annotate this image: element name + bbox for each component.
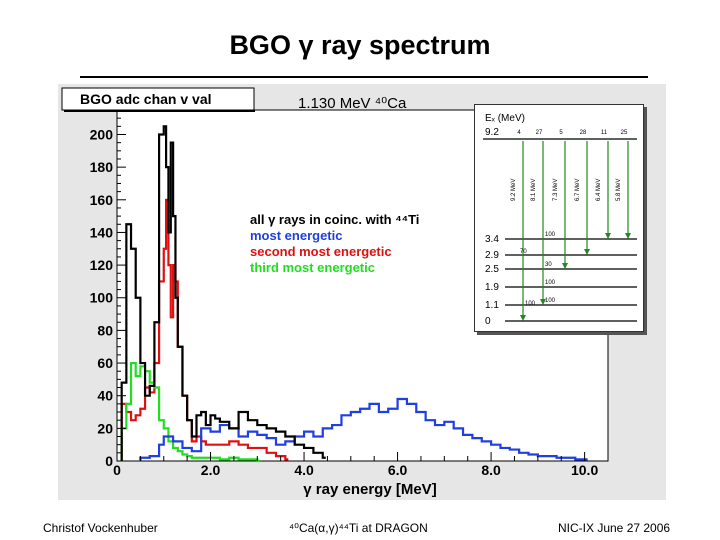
inset-transition-label: 8.1 MeV <box>531 179 537 201</box>
inset-level-value: 30 <box>545 262 552 268</box>
footer-author: Christof Vockenhuber <box>43 521 158 535</box>
x-tick-label: 0 <box>113 462 121 478</box>
inset-branching: 11 <box>601 130 608 136</box>
inset-level-label: 3.4 <box>485 234 499 245</box>
y-tick-label: 60 <box>97 355 113 371</box>
inset-level-value: 100 <box>545 232 556 238</box>
footer-reaction: ⁴⁰Ca(α,γ)⁴⁴Ti at DRAGON <box>289 521 428 535</box>
slide-title: BGO γ ray spectrum <box>229 30 491 60</box>
y-tick-label: 180 <box>90 159 114 175</box>
series-second-most-line <box>120 198 289 461</box>
y-tick-label: 200 <box>90 126 114 142</box>
inset-branching: 28 <box>580 130 587 136</box>
y-tick-label: 20 <box>97 420 113 436</box>
inset-branching: 25 <box>621 130 628 136</box>
legend-entry: all γ rays in coinc. with ⁴⁴Ti <box>250 212 419 227</box>
inset-level-label: 2.9 <box>485 250 499 261</box>
chart-title: BGO adc chan v val <box>80 91 212 107</box>
legend-entry: most energetic <box>250 228 342 243</box>
title-divider <box>80 76 648 78</box>
y-tick-label: 0 <box>105 453 113 469</box>
x-tick-label: 2.0 <box>201 462 221 478</box>
footer-date: NIC-IX June 27 2006 <box>558 521 671 535</box>
inset-transition-label: 7.3 MeV <box>553 179 559 201</box>
inset-level-value: 70 <box>520 249 527 255</box>
y-tick-label: 120 <box>90 257 114 273</box>
series-third-most-line <box>120 361 261 463</box>
x-tick-label: 4.0 <box>294 462 314 478</box>
y-tick-label: 140 <box>90 224 114 240</box>
inset-branching: 5 <box>559 130 563 136</box>
inset-title: Eₓ (MeV) <box>485 113 525 124</box>
y-tick-label: 160 <box>90 192 114 208</box>
inset-level-label: 2.5 <box>485 264 499 275</box>
x-tick-label: 10.0 <box>571 462 598 478</box>
inset-arrow-head <box>584 249 590 255</box>
inset-arrow-head <box>625 233 631 239</box>
inset-level-value: 100 <box>525 301 536 307</box>
inset-transition-label: 6.4 MeV <box>596 179 602 201</box>
series-all--line <box>120 125 326 461</box>
series-most-energetic-line <box>139 397 588 461</box>
inset-transition-label: 5.8 MeV <box>616 179 622 201</box>
inset-level-value: 100 <box>545 298 556 304</box>
level-scheme-diagram: Eₓ (MeV) 9.2 4 27 5 28 11 25 3.4 2.9 2.5 1.9 1.1 0 9.2… <box>483 113 637 327</box>
legend-entry: third most energetic <box>250 260 375 275</box>
energy-annotation: 1.130 MeV ⁴⁰Ca <box>298 95 407 112</box>
y-tick-label: 100 <box>90 290 114 306</box>
inset-transition-label: 6.7 MeV <box>575 179 581 201</box>
inset-arrow-head <box>520 315 526 321</box>
inset-level-value: 100 <box>545 280 556 286</box>
inset-branching: 4 <box>517 130 521 136</box>
x-tick-label: 6.0 <box>388 462 408 478</box>
inset-level-label: 1.1 <box>485 300 499 311</box>
inset-branching: 27 <box>536 130 543 136</box>
y-tick-label: 80 <box>97 322 113 338</box>
inset-arrow-head <box>562 263 568 269</box>
legend-entry: second most energetic <box>250 244 392 259</box>
inset-level-label: 0 <box>485 316 491 327</box>
x-tick-label: 8.0 <box>481 462 501 478</box>
inset-arrow-head <box>605 233 611 239</box>
level-scheme-inset: Eₓ (MeV) 9.2 4 27 5 28 11 25 3.4 2.9 2.5 1.9 1.1 0 9.2… <box>474 104 644 332</box>
inset-transition-label: 9.2 MeV <box>511 179 517 201</box>
inset-arrow-head <box>540 299 546 305</box>
inset-level-label: 1.9 <box>485 282 499 293</box>
inset-level-label: 9.2 <box>485 127 499 138</box>
y-tick-label: 40 <box>97 388 113 404</box>
x-axis-label: γ ray energy [MeV] <box>303 481 436 498</box>
